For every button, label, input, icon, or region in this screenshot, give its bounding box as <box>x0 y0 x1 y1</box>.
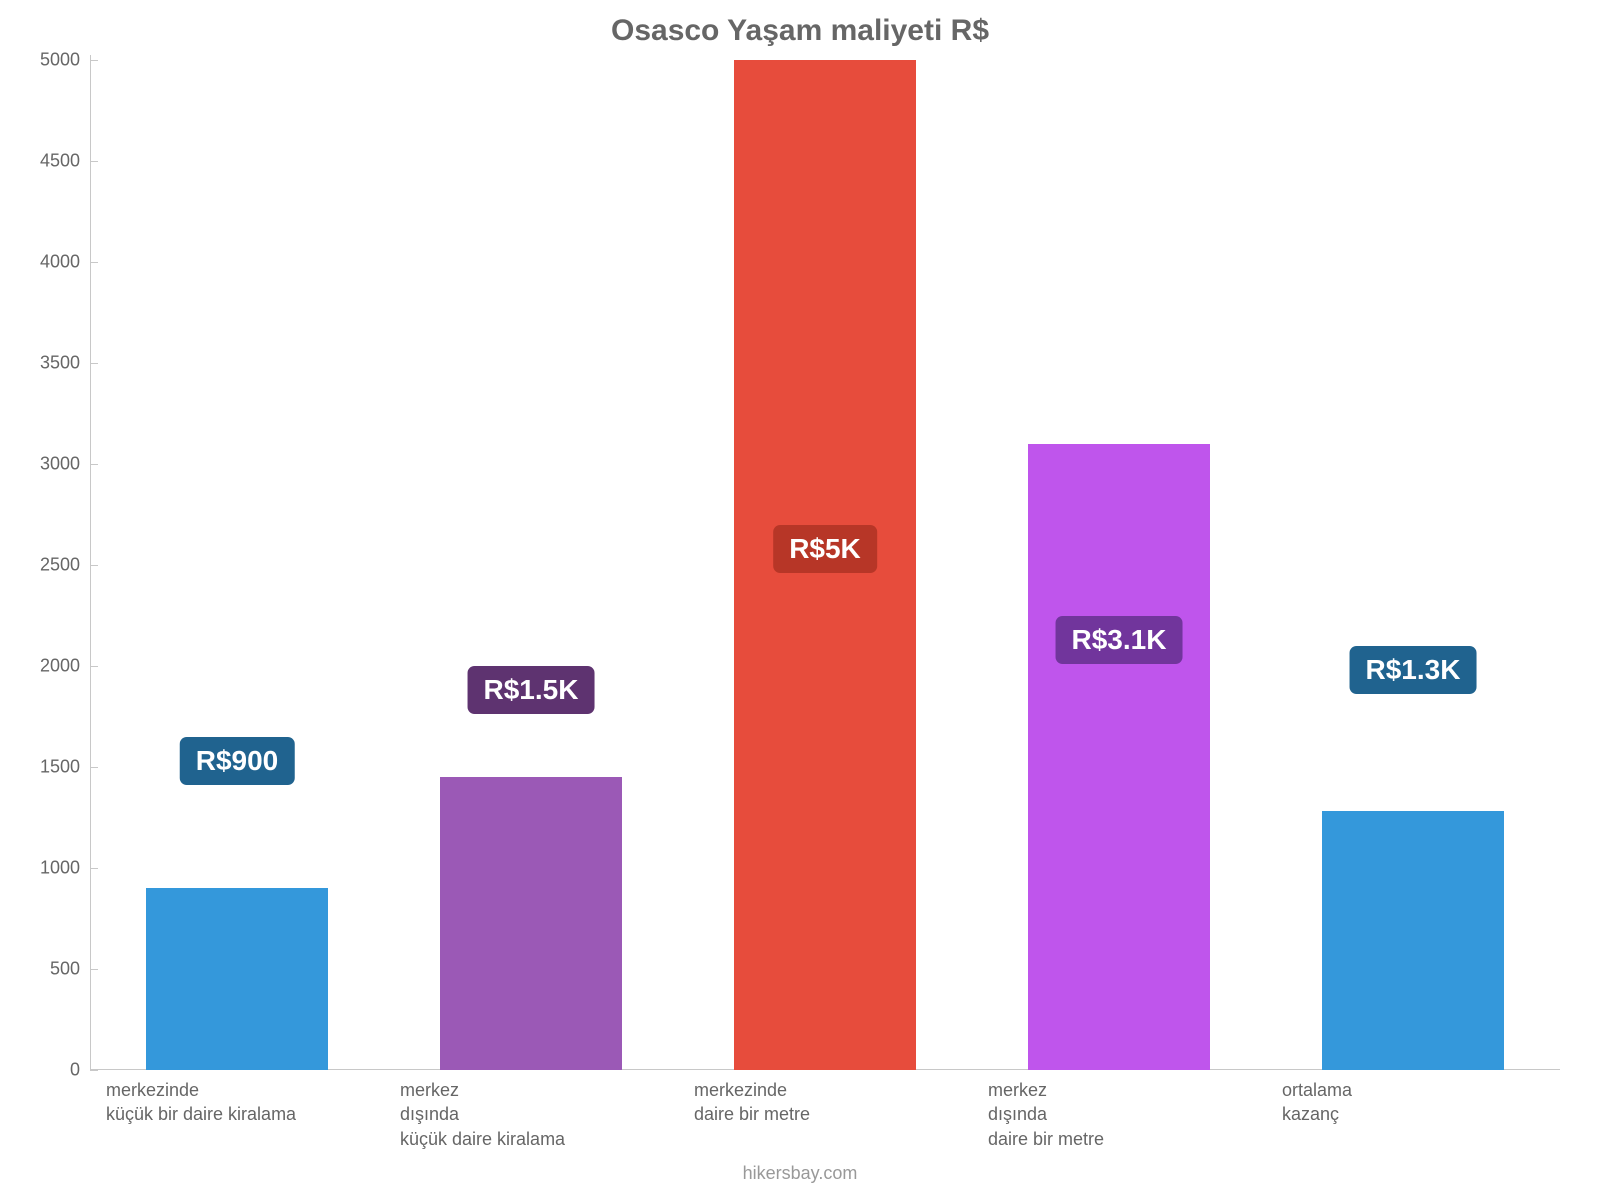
bar: R$1.3K <box>1322 811 1504 1070</box>
bar-slot: R$900 <box>90 60 384 1070</box>
bar: R$5K <box>734 60 916 1070</box>
x-label: ortalama kazanç <box>1282 1078 1352 1151</box>
x-labels-group: merkezinde küçük bir daire kiralama merke… <box>90 1078 1560 1151</box>
y-tick-label: 500 <box>10 959 80 980</box>
bar: R$1.5K <box>440 777 622 1070</box>
plot-area: R$900 R$1.5K R$5K R$3.1K R$1.3K <box>90 60 1560 1070</box>
bar: R$3.1K <box>1028 444 1210 1070</box>
bar: R$900 <box>146 888 328 1070</box>
y-tick-label: 2000 <box>10 656 80 677</box>
y-tick-label: 4000 <box>10 252 80 273</box>
value-badge: R$3.1K <box>1056 616 1183 664</box>
y-tick <box>90 868 98 869</box>
y-tick-label: 4500 <box>10 151 80 172</box>
bars-group: R$900 R$1.5K R$5K R$3.1K R$1.3K <box>90 60 1560 1070</box>
value-badge: R$5K <box>773 525 877 573</box>
y-tick-label: 1000 <box>10 858 80 879</box>
y-tick <box>90 1070 98 1071</box>
value-badge: R$1.3K <box>1350 646 1477 694</box>
y-tick <box>90 767 98 768</box>
y-tick <box>90 262 98 263</box>
y-tick-label: 3000 <box>10 454 80 475</box>
y-tick <box>90 464 98 465</box>
value-badge: R$900 <box>180 737 295 785</box>
x-label-slot: merkez dışında küçük daire kiralama <box>384 1078 678 1151</box>
attribution-text: hikersbay.com <box>0 1163 1600 1184</box>
x-label: merkez dışında daire bir metre <box>988 1078 1104 1151</box>
y-tick-label: 0 <box>10 1060 80 1081</box>
x-label-slot: merkezinde küçük bir daire kiralama <box>90 1078 384 1151</box>
y-tick-label: 1500 <box>10 757 80 778</box>
y-tick-label: 3500 <box>10 353 80 374</box>
y-tick <box>90 969 98 970</box>
y-tick <box>90 363 98 364</box>
bar-slot: R$3.1K <box>972 60 1266 1070</box>
chart-container: Osasco Yaşam maliyeti R$ R$900 R$1.5K R$5K… <box>0 0 1600 1200</box>
bar-slot: R$1.3K <box>1266 60 1560 1070</box>
x-label-slot: merkezinde daire bir metre <box>678 1078 972 1151</box>
y-tick <box>90 60 98 61</box>
bar-slot: R$5K <box>678 60 972 1070</box>
x-label-slot: merkez dışında daire bir metre <box>972 1078 1266 1151</box>
y-tick <box>90 565 98 566</box>
y-tick-label: 5000 <box>10 50 80 71</box>
x-label-slot: ortalama kazanç <box>1266 1078 1560 1151</box>
bar-slot: R$1.5K <box>384 60 678 1070</box>
value-badge: R$1.5K <box>468 666 595 714</box>
x-label: merkez dışında küçük daire kiralama <box>400 1078 565 1151</box>
x-label: merkezinde daire bir metre <box>694 1078 810 1151</box>
x-label: merkezinde küçük bir daire kiralama <box>106 1078 296 1151</box>
y-tick <box>90 161 98 162</box>
chart-title: Osasco Yaşam maliyeti R$ <box>0 14 1600 48</box>
y-tick-label: 2500 <box>10 555 80 576</box>
y-tick <box>90 666 98 667</box>
